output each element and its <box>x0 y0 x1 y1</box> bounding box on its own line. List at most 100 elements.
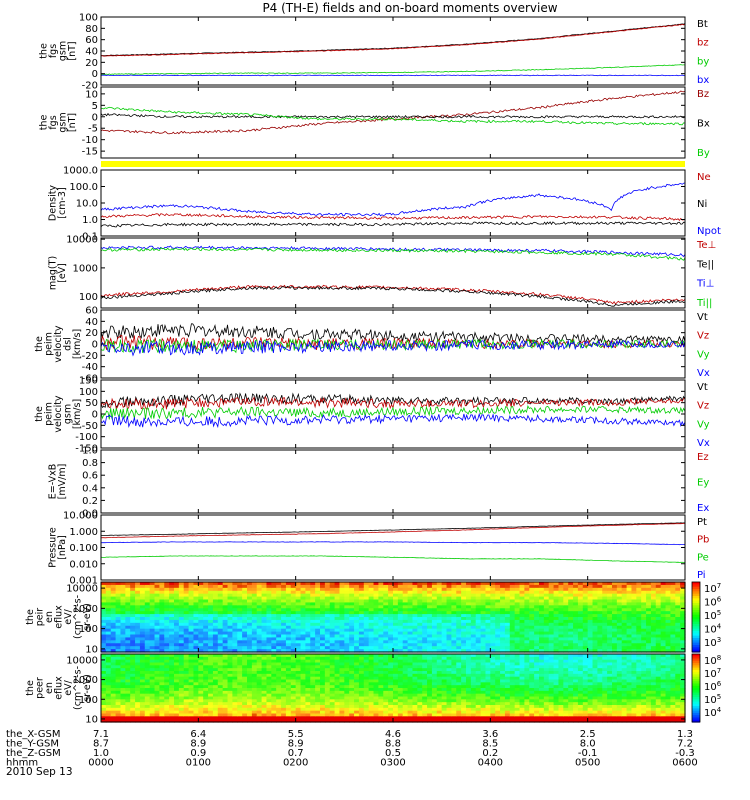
heatmap-cell <box>120 671 126 675</box>
heatmap-cell <box>290 716 297 720</box>
colorbar-segment <box>692 624 700 627</box>
heatmap-cell <box>110 713 117 717</box>
heatmap-cell <box>646 611 652 615</box>
heatmap-cell <box>276 634 282 639</box>
heatmap-cell <box>203 682 209 686</box>
heatmap-cell <box>290 656 297 661</box>
heatmap-cell <box>125 702 131 706</box>
heatmap-cell <box>417 662 423 666</box>
heatmap-cell <box>208 617 214 621</box>
heatmap-cell <box>339 590 345 595</box>
heatmap-cell <box>237 707 243 712</box>
heatmap-cell <box>305 593 311 598</box>
heatmap-cell <box>650 631 657 636</box>
heatmap-cell <box>412 634 418 639</box>
heatmap-cell <box>276 693 282 698</box>
heatmap-cell <box>358 716 365 720</box>
heatmap-cell <box>358 690 365 695</box>
heatmap-cell <box>344 682 350 686</box>
y-tick-label: -10 <box>82 135 98 146</box>
heatmap-cell <box>324 682 331 686</box>
heatmap-cell <box>130 602 136 606</box>
heatmap-cell <box>222 640 229 644</box>
heatmap-cell <box>222 693 229 698</box>
heatmap-cell <box>582 605 589 609</box>
heatmap-cell <box>198 602 204 606</box>
heatmap-cell <box>393 696 399 700</box>
heatmap-cell <box>154 646 160 650</box>
heatmap-cell <box>368 656 375 661</box>
heatmap-cell <box>256 696 263 700</box>
heatmap-cell <box>208 625 214 630</box>
heatmap-cell <box>178 673 185 678</box>
heatmap-cell <box>285 710 292 715</box>
heatmap-cell <box>363 688 370 692</box>
heatmap-cell <box>431 713 438 717</box>
heatmap-cell <box>461 593 467 598</box>
heatmap-cell <box>329 702 336 706</box>
heatmap-cell <box>466 614 472 618</box>
heatmap-cell <box>310 713 316 717</box>
heatmap-cell <box>534 622 540 627</box>
heatmap-cell <box>417 628 423 633</box>
heatmap-cell <box>125 690 131 695</box>
heatmap-cell <box>120 593 126 598</box>
heatmap-cell <box>563 608 569 612</box>
heatmap-cell <box>295 582 302 586</box>
heatmap-cell <box>368 705 375 709</box>
heatmap-cell <box>110 699 117 703</box>
heatmap-cell <box>597 596 603 601</box>
heatmap-cell <box>305 665 311 669</box>
heatmap-cell <box>514 608 521 612</box>
heatmap-cell <box>373 608 379 612</box>
heatmap-cell <box>607 646 613 650</box>
heatmap-cell <box>193 631 199 636</box>
heatmap-cell <box>539 590 545 595</box>
heatmap-cell <box>256 710 263 715</box>
heatmap-cell <box>368 654 375 658</box>
heatmap-cell <box>427 707 433 712</box>
heatmap-cell <box>393 668 399 672</box>
heatmap-cell <box>237 659 243 664</box>
heatmap-cell <box>315 688 321 692</box>
heatmap-cell <box>242 628 248 633</box>
heatmap-cell <box>388 699 394 703</box>
heatmap-cell <box>232 605 238 609</box>
heatmap-cell <box>115 676 122 681</box>
heatmap-cell <box>349 682 355 686</box>
heatmap-cell <box>290 668 297 672</box>
heatmap-cell <box>261 614 268 618</box>
y-tick-label: 0.4 <box>82 483 98 494</box>
heatmap-cell <box>456 590 462 595</box>
heatmap-cell <box>407 614 414 618</box>
heatmap-cell <box>217 719 224 723</box>
heatmap-cell <box>242 584 248 589</box>
heatmap-cell <box>227 685 233 689</box>
heatmap-cell <box>358 662 365 666</box>
heatmap-cell <box>251 643 258 647</box>
heatmap-cell <box>495 617 501 621</box>
heatmap-cell <box>397 593 404 598</box>
heatmap-cell <box>422 619 428 624</box>
heatmap-cell <box>539 611 545 615</box>
heatmap-cell <box>271 693 277 698</box>
heatmap-cell <box>130 688 136 692</box>
heatmap-cell <box>660 587 667 592</box>
heatmap-cell <box>500 599 506 604</box>
heatmap-cell <box>178 713 185 717</box>
heatmap-cell <box>509 599 516 604</box>
heatmap-cell <box>266 682 272 686</box>
heatmap-cell <box>183 659 190 664</box>
heatmap-cell <box>144 710 151 715</box>
heatmap-cell <box>393 625 399 630</box>
heatmap-cell <box>203 582 209 586</box>
heatmap-cell <box>300 587 306 592</box>
heatmap-cell <box>222 590 229 595</box>
heatmap-cell <box>115 665 122 669</box>
heatmap-cell <box>266 617 272 621</box>
heatmap-cell <box>266 619 272 624</box>
heatmap-cell <box>587 582 594 586</box>
heatmap-cell <box>451 587 457 592</box>
heatmap-cell <box>295 696 302 700</box>
heatmap-cell <box>135 649 141 653</box>
